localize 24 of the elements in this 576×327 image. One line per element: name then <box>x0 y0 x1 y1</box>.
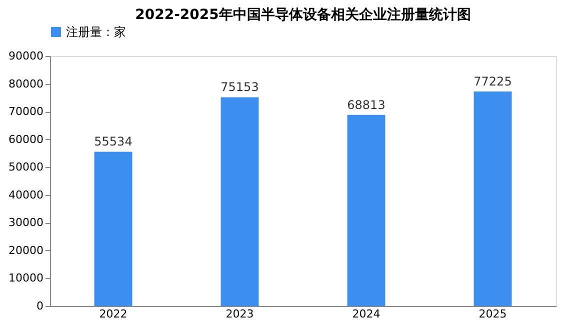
data-label: 77225 <box>474 74 512 88</box>
x-tick-label: 2024 <box>352 308 380 320</box>
bar <box>94 152 132 306</box>
legend-label: 注册量：家 <box>66 25 126 39</box>
data-label: 75153 <box>220 80 259 94</box>
chart-title: 2022-2025年中国半导体设备相关企业注册量统计图 <box>135 6 471 23</box>
data-label: 68813 <box>347 98 386 112</box>
y-tick-label: 30000 <box>8 216 44 230</box>
bar <box>474 91 512 306</box>
bar <box>347 114 386 306</box>
y-tick-label: 10000 <box>8 272 44 285</box>
y-tick-label: 70000 <box>8 105 44 118</box>
x-tick-label: 2025 <box>478 308 507 320</box>
y-tick-label: 0 <box>36 300 44 312</box>
y-tick-label: 50000 <box>8 160 44 174</box>
x-tick-label: 2023 <box>226 308 254 320</box>
y-tick-label: 80000 <box>8 77 44 90</box>
x-tick-label: 2022 <box>99 308 128 320</box>
y-tick-label: 40000 <box>8 188 44 202</box>
y-tick-label: 90000 <box>8 50 44 62</box>
y-tick-label: 60000 <box>8 132 44 146</box>
y-tick-label: 20000 <box>8 244 44 257</box>
bar <box>220 97 259 306</box>
data-label: 55534 <box>94 134 132 149</box>
